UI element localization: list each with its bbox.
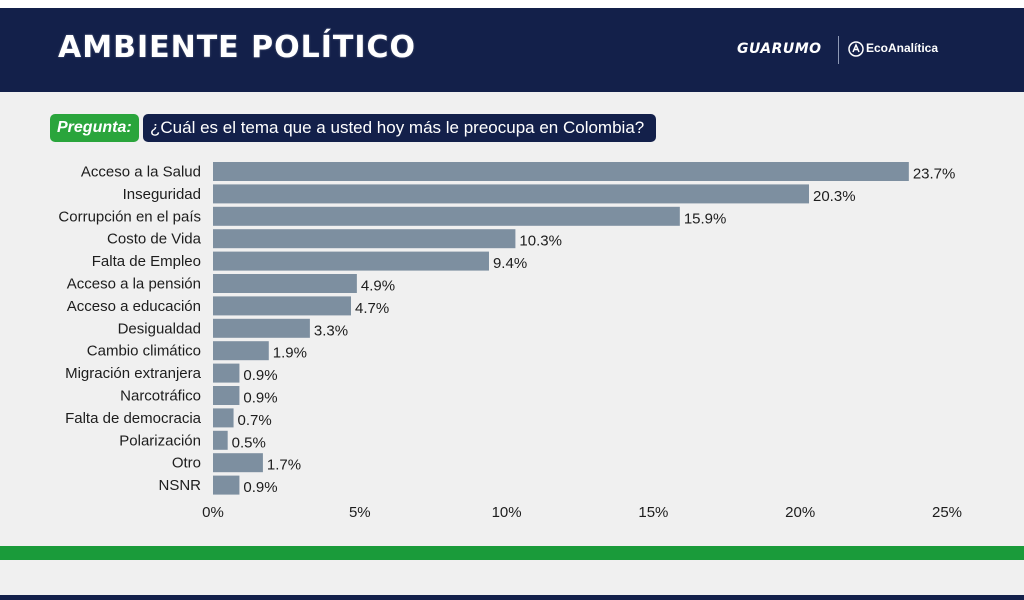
data-label: 3.3%	[314, 322, 348, 339]
brand-logo-ecoanalitica: EcoAnalítica	[866, 41, 939, 55]
data-label: 9.4%	[493, 255, 527, 272]
category-label: Acceso a la pensión	[67, 276, 201, 293]
bar	[213, 475, 240, 495]
category-label: Corrupción en el país	[58, 208, 201, 225]
data-label: 10.3%	[519, 233, 562, 250]
category-label: Acceso a educación	[67, 298, 201, 315]
data-label: 1.9%	[273, 345, 307, 362]
data-label: 0.9%	[243, 367, 277, 384]
data-label: 0.9%	[243, 479, 277, 496]
data-label: 0.5%	[232, 434, 266, 451]
bar	[213, 184, 810, 204]
category-label: Narcotráfico	[120, 388, 201, 405]
category-label: Polarización	[119, 432, 201, 449]
brand-divider	[838, 36, 839, 64]
data-label: 23.7%	[913, 166, 956, 183]
x-tick-label: 25%	[932, 504, 962, 521]
data-label: 0.7%	[238, 412, 272, 429]
category-label: Costo de Vida	[107, 231, 202, 248]
question-text: ¿Cuál es el tema que a usted hoy más le …	[143, 114, 657, 142]
data-label: 1.7%	[267, 457, 301, 474]
bottom-strip	[0, 595, 1024, 600]
bar-chart: Acceso a la Salud 23.7% Inseguridad 20.3% Co…	[58, 162, 962, 521]
x-tick-label: 15%	[638, 504, 668, 521]
bar	[213, 453, 263, 473]
data-label: 4.9%	[361, 278, 395, 295]
category-label: Desigualdad	[118, 320, 201, 337]
category-label: NSNR	[158, 477, 201, 494]
ecoanalitica-logo-icon	[848, 41, 864, 57]
bar	[213, 274, 357, 293]
category-label: Acceso a la Salud	[81, 164, 201, 181]
green-footer-band	[0, 546, 1024, 560]
bar	[213, 386, 240, 405]
x-tick-label: 5%	[349, 504, 371, 521]
bar	[213, 408, 234, 428]
bar	[213, 430, 228, 450]
category-label: Falta de democracia	[65, 410, 202, 427]
header-banner: AMBIENTE POLÍTICO GUARUMO EcoAnalítica	[0, 8, 1024, 92]
bar	[213, 318, 310, 338]
bar	[213, 251, 489, 271]
data-label: 15.9%	[684, 210, 727, 227]
question-label: Pregunta:	[50, 114, 139, 142]
bar	[213, 363, 240, 383]
data-label: 20.3%	[813, 188, 856, 205]
bar	[213, 229, 516, 249]
page-title: AMBIENTE POLÍTICO	[58, 30, 417, 65]
category-label: Falta de Empleo	[92, 253, 201, 270]
x-tick-label: 0%	[202, 504, 224, 521]
category-label: Inseguridad	[123, 186, 201, 203]
category-label: Migración extranjera	[65, 365, 202, 382]
top-strip	[0, 0, 1024, 8]
bar	[213, 162, 909, 181]
brand-logo-guarumo: GUARUMO	[737, 41, 822, 57]
bar	[213, 296, 351, 316]
x-tick-label: 20%	[785, 504, 815, 521]
category-label: Otro	[172, 455, 201, 472]
bar	[213, 341, 269, 361]
data-label: 0.9%	[243, 390, 277, 407]
data-label: 4.7%	[355, 300, 389, 317]
x-tick-label: 10%	[492, 504, 522, 521]
category-label: Cambio climático	[87, 343, 201, 360]
bar	[213, 206, 680, 226]
